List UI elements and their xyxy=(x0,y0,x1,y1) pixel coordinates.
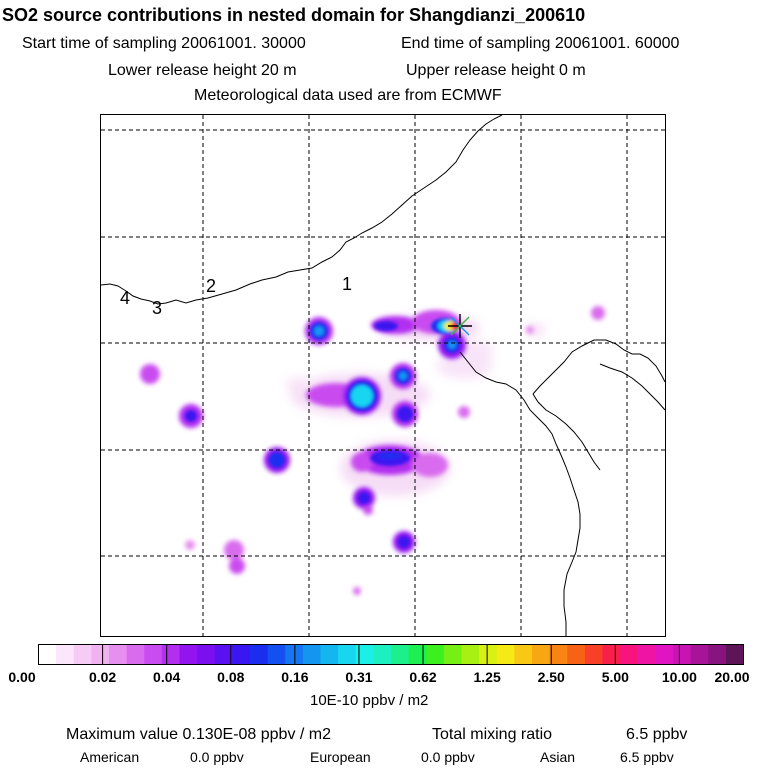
end-time-label: End time of sampling 20061001. 60000 xyxy=(401,35,680,52)
colorbar-cell xyxy=(496,644,515,665)
total-mixing-ratio-label: Total mixing ratio xyxy=(432,726,553,743)
lower-release-label: Lower release height 20 m xyxy=(108,62,297,79)
colorbar-cell xyxy=(250,644,269,665)
colorbar-tick-label: 5.00 xyxy=(601,669,629,685)
map-title: SO2 source contributions in nested domai… xyxy=(2,5,586,25)
colorbar-cell xyxy=(461,644,480,665)
colorbar-cell xyxy=(109,644,128,665)
colorbar-cell xyxy=(725,644,744,665)
colorbar-tick-label: 10.00 xyxy=(661,669,697,685)
colorbar-cell xyxy=(655,644,674,665)
colorbar-cell xyxy=(144,644,163,665)
contour-label-3: 3 xyxy=(152,298,162,318)
coastline-borders xyxy=(100,114,666,636)
colorbar-cell xyxy=(91,644,110,665)
colorbar-cell xyxy=(584,644,603,665)
colorbar-tick-label: 2.50 xyxy=(537,669,565,685)
american-label: American xyxy=(80,749,140,765)
colorbar-cell xyxy=(126,644,145,665)
colorbar-cell xyxy=(73,644,92,665)
colorbar-cell xyxy=(355,644,374,665)
colorbar-tick-label: 20.00 xyxy=(714,669,750,685)
colorbar-cell xyxy=(514,644,533,665)
colorbar-cell xyxy=(620,644,639,665)
colorbar-tick-label: 0.08 xyxy=(217,669,245,685)
colorbar-cell xyxy=(267,644,286,665)
total-mixing-ratio-value: 6.5 ppbv xyxy=(626,726,688,743)
colorbar-tick-label: 0.16 xyxy=(281,669,309,685)
colorbar-cell xyxy=(197,644,216,665)
colorbar-cell xyxy=(38,644,57,665)
colorbar-cell xyxy=(637,644,656,665)
colorbar-cell xyxy=(532,644,551,665)
colorbar-cell xyxy=(443,644,462,665)
colorbar-tick-label: 0.31 xyxy=(345,669,373,685)
american-value: 0.0 ppbv xyxy=(190,749,244,765)
european-value: 0.0 ppbv xyxy=(421,749,475,765)
colorbar-tick-label: 0.04 xyxy=(153,669,181,685)
colorbar-cell xyxy=(56,644,75,665)
contour-label-1: 1 xyxy=(342,274,352,294)
colorbar-cell xyxy=(161,644,180,665)
colorbar-cell xyxy=(232,644,251,665)
colorbar-cell xyxy=(285,644,304,665)
start-time-label: Start time of sampling 20061001. 30000 xyxy=(22,35,306,52)
colorbar-cell xyxy=(320,644,339,665)
colorbar-cell xyxy=(408,644,427,665)
map-frame xyxy=(100,114,666,637)
colorbar-cell xyxy=(708,644,727,665)
colorbar-cell xyxy=(391,644,410,665)
colorbar-units: 10E-10 ppbv / m2 xyxy=(310,692,429,709)
colorbar-tick-label: 1.25 xyxy=(473,669,501,685)
maximum-value-label: Maximum value 0.130E-08 ppbv / m2 xyxy=(66,726,332,743)
colorbar-cell xyxy=(567,644,586,665)
contour-label-2: 2 xyxy=(206,276,216,296)
colorbar-cell xyxy=(302,644,321,665)
colorbar-cell xyxy=(338,644,357,665)
colorbar-cell xyxy=(673,644,692,665)
colorbar-tick-label: 0.00 xyxy=(8,669,36,685)
colorbar-tick-label: 0.02 xyxy=(88,669,117,685)
colorbar-cell xyxy=(373,644,392,665)
colorbar-cell xyxy=(690,644,709,665)
graticule xyxy=(101,115,665,636)
meteo-source-label: Meteorological data used are from ECMWF xyxy=(194,87,502,104)
colorbar-cell xyxy=(479,644,498,665)
colorbar-tick-label: 0.62 xyxy=(409,669,437,685)
colorbar-cell xyxy=(426,644,445,665)
upper-release-label: Upper release height 0 m xyxy=(406,62,586,79)
contour-label-4: 4 xyxy=(120,288,130,308)
colorbar-cell xyxy=(549,644,568,665)
european-label: European xyxy=(310,749,371,765)
source-contribution-field xyxy=(140,306,605,595)
receptor-marker-icon xyxy=(448,314,472,338)
asian-value: 6.5 ppbv xyxy=(620,749,674,765)
colorbar-cell xyxy=(214,644,233,665)
asian-label: Asian xyxy=(540,749,576,765)
colorbar-cell xyxy=(602,644,621,665)
colorbar-cell xyxy=(179,644,198,665)
